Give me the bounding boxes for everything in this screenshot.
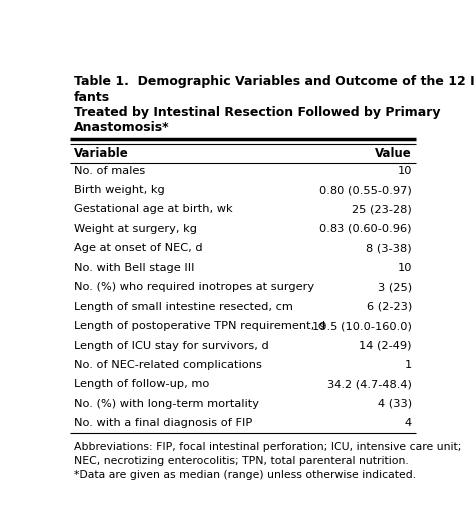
Text: 0.83 (0.60-0.96): 0.83 (0.60-0.96): [319, 224, 412, 234]
Text: fants: fants: [74, 90, 110, 104]
Text: Abbreviations: FIP, focal intestinal perforation; ICU, intensive care unit;
NEC,: Abbreviations: FIP, focal intestinal per…: [74, 442, 461, 480]
Text: Age at onset of NEC, d: Age at onset of NEC, d: [74, 244, 202, 254]
Text: 1: 1: [405, 360, 412, 370]
Text: Variable: Variable: [74, 147, 129, 160]
Text: No. of NEC-related complications: No. of NEC-related complications: [74, 360, 262, 370]
Text: 4: 4: [405, 418, 412, 428]
Text: 4 (33): 4 (33): [378, 399, 412, 409]
Text: 6 (2-23): 6 (2-23): [367, 302, 412, 312]
Text: No. with a final diagnosis of FIP: No. with a final diagnosis of FIP: [74, 418, 252, 428]
Text: 8 (3-38): 8 (3-38): [366, 244, 412, 254]
Text: Treated by Intestinal Resection Followed by Primary: Treated by Intestinal Resection Followed…: [74, 106, 440, 119]
Text: 0.80 (0.55-0.97): 0.80 (0.55-0.97): [319, 185, 412, 195]
Text: 14 (2-49): 14 (2-49): [359, 340, 412, 350]
Text: No. of males: No. of males: [74, 166, 145, 176]
Text: 10: 10: [397, 263, 412, 273]
Text: Anastomosis*: Anastomosis*: [74, 122, 170, 135]
Text: No. (%) with long-term mortality: No. (%) with long-term mortality: [74, 399, 259, 409]
Text: Length of postoperative TPN requirement, d: Length of postoperative TPN requirement,…: [74, 321, 325, 331]
Text: Length of ICU stay for survivors, d: Length of ICU stay for survivors, d: [74, 340, 269, 350]
Text: No. (%) who required inotropes at surgery: No. (%) who required inotropes at surger…: [74, 282, 314, 292]
Text: 3 (25): 3 (25): [378, 282, 412, 292]
Text: Value: Value: [375, 147, 412, 160]
Text: 10: 10: [397, 166, 412, 176]
Text: 34.2 (4.7-48.4): 34.2 (4.7-48.4): [327, 379, 412, 389]
Text: Length of follow-up, mo: Length of follow-up, mo: [74, 379, 210, 389]
Text: Weight at surgery, kg: Weight at surgery, kg: [74, 224, 197, 234]
Text: Length of small intestine resected, cm: Length of small intestine resected, cm: [74, 302, 293, 312]
Text: 25 (23-28): 25 (23-28): [352, 205, 412, 215]
Text: Birth weight, kg: Birth weight, kg: [74, 185, 164, 195]
Text: Table 1.  Demographic Variables and Outcome of the 12 In-: Table 1. Demographic Variables and Outco…: [74, 75, 474, 88]
Text: No. with Bell stage III: No. with Bell stage III: [74, 263, 194, 273]
Text: 19.5 (10.0-160.0): 19.5 (10.0-160.0): [312, 321, 412, 331]
Text: Gestational age at birth, wk: Gestational age at birth, wk: [74, 205, 233, 215]
